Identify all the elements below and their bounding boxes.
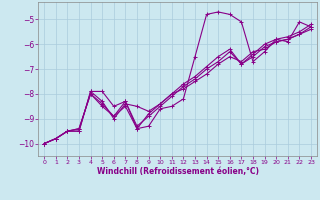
X-axis label: Windchill (Refroidissement éolien,°C): Windchill (Refroidissement éolien,°C): [97, 167, 259, 176]
